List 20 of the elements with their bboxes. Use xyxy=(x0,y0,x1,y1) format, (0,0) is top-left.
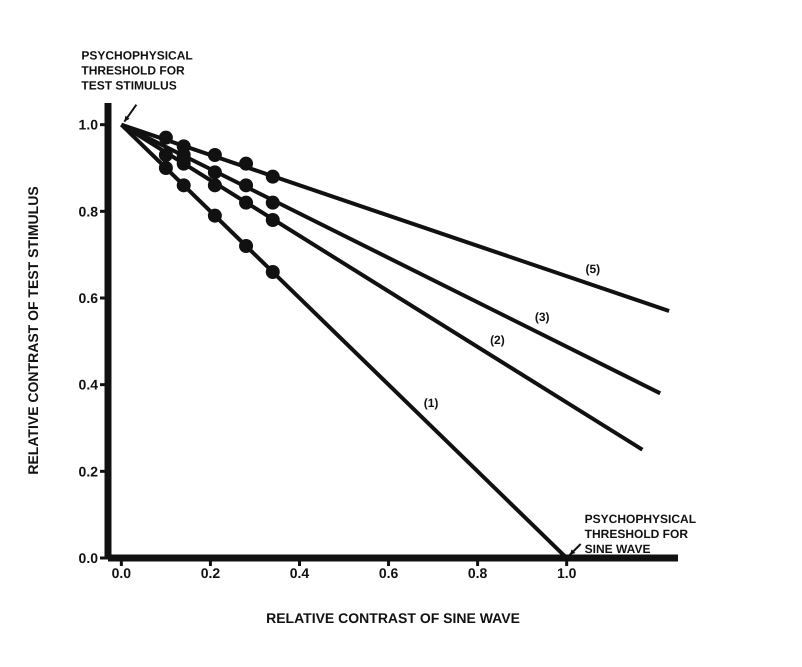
y-tick-label: 1.0 xyxy=(78,116,98,133)
y-tick-label: 0.0 xyxy=(78,550,98,566)
y-axis-title: RELATIVE CONTRAST OF TEST STIMULUS xyxy=(24,186,41,475)
annotation: PSYCHOPHYSICAL THRESHOLD FOR TEST STIMULUS xyxy=(81,48,193,93)
series-label: (1) xyxy=(424,396,438,410)
x-tick-label: 0.4 xyxy=(290,564,310,581)
y-tick-label: 0.8 xyxy=(78,203,98,220)
x-tick-label: 0.0 xyxy=(112,564,132,581)
x-tick-label: 0.8 xyxy=(468,564,488,581)
x-tick-label: 0.6 xyxy=(378,564,398,581)
series-label: (3) xyxy=(534,310,550,324)
y-tick-label: 0.4 xyxy=(78,376,98,393)
annotation: PSYCHOPHYSICAL THRESHOLD FOR SINE WAVE xyxy=(584,512,696,556)
x-tick-label: 1.0 xyxy=(556,564,577,581)
y-tick-label: 0.6 xyxy=(78,290,98,306)
y-tick-label: 0.2 xyxy=(78,463,98,480)
series-label: (5) xyxy=(585,262,600,276)
series-label: (2) xyxy=(490,333,505,348)
x-tick-label: 0.2 xyxy=(200,564,220,581)
x-axis-title: RELATIVE CONTRAST OF SINE WAVE xyxy=(266,610,520,626)
